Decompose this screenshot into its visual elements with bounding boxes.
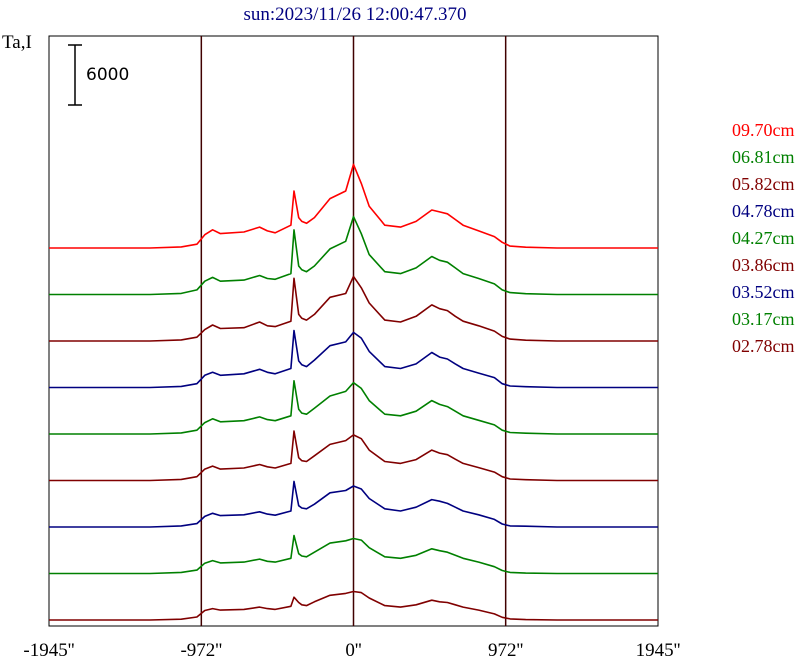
vertical-markers xyxy=(200,36,507,626)
legend-entry-03.52cm: 03.52cm xyxy=(732,282,795,302)
traces-group xyxy=(49,163,658,621)
x-tick-label-3: 972'' xyxy=(488,640,523,661)
scale-bar-label: 6000 xyxy=(86,65,129,85)
x-tick-label-0: -1945'' xyxy=(23,640,74,661)
trace-04.78cm xyxy=(49,329,658,389)
legend-entry-03.17cm: 03.17cm xyxy=(732,309,795,329)
legend-entry-03.86cm: 03.86cm xyxy=(732,255,795,275)
trace-06.81cm xyxy=(49,215,658,296)
legend-entry-09.70cm: 09.70cm xyxy=(732,120,795,140)
scale-bar: 6000 xyxy=(68,44,129,106)
trace-03.86cm xyxy=(49,430,658,482)
trace-03.17cm xyxy=(49,534,658,575)
x-tick-label-4: 1945'' xyxy=(636,640,681,661)
trace-05.82cm xyxy=(49,275,658,342)
legend-entry-04.78cm: 04.78cm xyxy=(732,201,795,221)
legend-entry-04.27cm: 04.27cm xyxy=(732,228,795,248)
trace-03.52cm xyxy=(49,480,658,528)
legend: 09.70cm 06.81cm 05.82cm 04.78cm 04.27cm 03.86… xyxy=(732,120,795,356)
trace-04.27cm xyxy=(49,380,658,435)
x-tick-label-2: 0'' xyxy=(345,640,361,661)
x-tick-labels: -1945'' -972'' 0'' 972'' 1945'' xyxy=(23,640,680,661)
trace-09.70cm xyxy=(49,163,658,249)
trace-02.78cm xyxy=(49,590,658,621)
y-axis-label: Ta,I xyxy=(2,32,32,53)
legend-entry-02.78cm: 02.78cm xyxy=(732,336,795,356)
legend-entry-05.82cm: 05.82cm xyxy=(732,174,795,194)
legend-entry-06.81cm: 06.81cm xyxy=(732,147,795,167)
chart-title: sun:2023/11/26 12:00:47.370 xyxy=(243,4,466,25)
x-tick-label-1: -972'' xyxy=(180,640,222,661)
